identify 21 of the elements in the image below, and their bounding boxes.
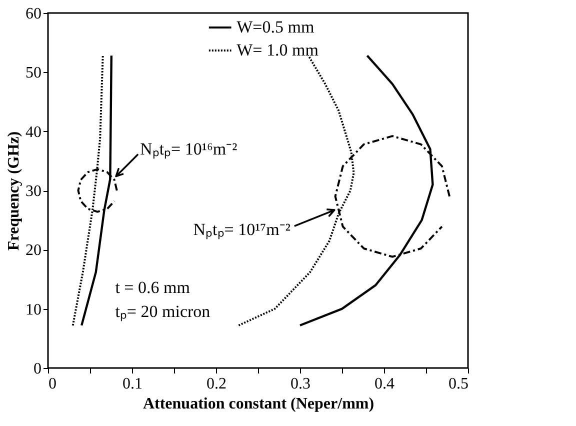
annotation: Nₚtₚ= 10¹⁷m⁻² <box>193 220 290 240</box>
x-tick-label: 0.1 <box>122 376 142 392</box>
x-axis-title: Attenuation constant (Neper/mm) <box>142 396 374 412</box>
x-tick-label: 0.2 <box>206 376 226 392</box>
y-axis-title: Frequency (GHz) <box>6 131 22 251</box>
y-tick-label: 10 <box>26 301 42 318</box>
x-tick-label: 0.3 <box>290 376 310 392</box>
x-tick-label: 0.5 <box>448 376 468 392</box>
x-tick-label: 0 <box>48 376 56 392</box>
annotation: tₚ= 20 micron <box>115 302 211 322</box>
annotation: Nₚtₚ= 10¹⁶m⁻² <box>140 139 238 160</box>
y-tick-label: 30 <box>26 183 42 200</box>
y-tick-label: 40 <box>26 124 42 141</box>
y-tick-label: 0 <box>34 360 42 378</box>
y-tick-label: 50 <box>26 64 42 82</box>
annotation: t = 0.6 mm <box>115 278 190 298</box>
y-tick-label: 20 <box>26 242 42 260</box>
x-tick-label: 0.4 <box>374 376 394 392</box>
legend-label: W=0.5 mm <box>236 18 314 36</box>
legend-label: W= 1.0 mm <box>236 40 318 60</box>
y-tick-label: 60 <box>26 6 42 22</box>
